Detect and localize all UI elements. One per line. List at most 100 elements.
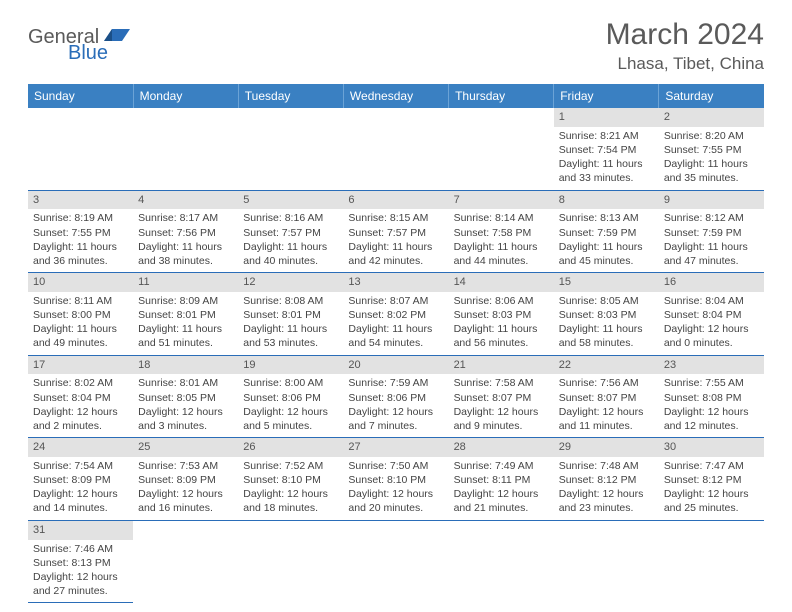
sunrise-line: Sunrise: 7:49 AM [454,459,549,473]
flag-icon [104,27,130,46]
day-number: 16 [659,273,764,292]
daylight-line-2: and 0 minutes. [664,336,759,350]
day-header: Wednesday [343,84,448,108]
day-number: 30 [659,438,764,457]
sunset-line: Sunset: 8:09 PM [138,473,233,487]
daylight-line: Daylight: 12 hours [243,405,338,419]
day-number: 6 [343,191,448,210]
day-number: 2 [659,108,764,127]
day-number: 29 [554,438,659,457]
daylight-line-2: and 20 minutes. [348,501,443,515]
calendar-cell: 12Sunrise: 8:08 AMSunset: 8:01 PMDayligh… [238,273,343,356]
daylight-line: Daylight: 11 hours [454,322,549,336]
daylight-line-2: and 25 minutes. [664,501,759,515]
daylight-line-2: and 12 minutes. [664,419,759,433]
sunset-line: Sunset: 8:09 PM [33,473,128,487]
sunset-line: Sunset: 8:10 PM [348,473,443,487]
sunrise-line: Sunrise: 7:48 AM [559,459,654,473]
sunrise-line: Sunrise: 7:53 AM [138,459,233,473]
calendar-cell: 25Sunrise: 7:53 AMSunset: 8:09 PMDayligh… [133,438,238,521]
sunset-line: Sunset: 8:01 PM [243,308,338,322]
calendar-table: Sunday Monday Tuesday Wednesday Thursday… [28,84,764,603]
day-header: Saturday [659,84,764,108]
day-number: 4 [133,191,238,210]
calendar-cell: 17Sunrise: 8:02 AMSunset: 8:04 PMDayligh… [28,355,133,438]
sunset-line: Sunset: 8:01 PM [138,308,233,322]
daylight-line-2: and 18 minutes. [243,501,338,515]
sunset-line: Sunset: 7:59 PM [559,226,654,240]
calendar-cell: 4Sunrise: 8:17 AMSunset: 7:56 PMDaylight… [133,190,238,273]
sunset-line: Sunset: 7:56 PM [138,226,233,240]
sunset-line: Sunset: 8:03 PM [559,308,654,322]
day-number: 20 [343,356,448,375]
daylight-line-2: and 35 minutes. [664,171,759,185]
calendar-week-row: 3Sunrise: 8:19 AMSunset: 7:55 PMDaylight… [28,190,764,273]
calendar-cell: 19Sunrise: 8:00 AMSunset: 8:06 PMDayligh… [238,355,343,438]
sunrise-line: Sunrise: 8:13 AM [559,211,654,225]
daylight-line: Daylight: 12 hours [33,487,128,501]
sunset-line: Sunset: 8:04 PM [33,391,128,405]
daylight-line: Daylight: 11 hours [559,240,654,254]
sunrise-line: Sunrise: 8:16 AM [243,211,338,225]
daylight-line: Daylight: 11 hours [138,322,233,336]
calendar-cell: 3Sunrise: 8:19 AMSunset: 7:55 PMDaylight… [28,190,133,273]
daylight-line: Daylight: 11 hours [33,240,128,254]
day-header: Tuesday [238,84,343,108]
calendar-cell [343,520,448,603]
calendar-cell [659,520,764,603]
sunset-line: Sunset: 8:06 PM [243,391,338,405]
calendar-cell: 22Sunrise: 7:56 AMSunset: 8:07 PMDayligh… [554,355,659,438]
calendar-cell [28,108,133,190]
month-title: March 2024 [606,18,764,52]
daylight-line: Daylight: 12 hours [138,405,233,419]
calendar-week-row: 31Sunrise: 7:46 AMSunset: 8:13 PMDayligh… [28,520,764,603]
daylight-line: Daylight: 11 hours [559,157,654,171]
calendar-cell: 10Sunrise: 8:11 AMSunset: 8:00 PMDayligh… [28,273,133,356]
daylight-line-2: and 3 minutes. [138,419,233,433]
sunset-line: Sunset: 8:08 PM [664,391,759,405]
daylight-line-2: and 36 minutes. [33,254,128,268]
calendar-cell: 27Sunrise: 7:50 AMSunset: 8:10 PMDayligh… [343,438,448,521]
sunrise-line: Sunrise: 8:11 AM [33,294,128,308]
daylight-line: Daylight: 12 hours [348,405,443,419]
sunrise-line: Sunrise: 8:20 AM [664,129,759,143]
daylight-line: Daylight: 12 hours [664,405,759,419]
sunrise-line: Sunrise: 7:55 AM [664,376,759,390]
calendar-cell: 23Sunrise: 7:55 AMSunset: 8:08 PMDayligh… [659,355,764,438]
daylight-line-2: and 38 minutes. [138,254,233,268]
day-number: 25 [133,438,238,457]
calendar-week-row: 24Sunrise: 7:54 AMSunset: 8:09 PMDayligh… [28,438,764,521]
sunset-line: Sunset: 8:07 PM [454,391,549,405]
daylight-line: Daylight: 12 hours [664,322,759,336]
daylight-line: Daylight: 12 hours [33,570,128,584]
calendar-cell [133,520,238,603]
calendar-cell: 14Sunrise: 8:06 AMSunset: 8:03 PMDayligh… [449,273,554,356]
logo-text-blue: Blue [68,42,108,64]
sunrise-line: Sunrise: 7:59 AM [348,376,443,390]
calendar-cell: 20Sunrise: 7:59 AMSunset: 8:06 PMDayligh… [343,355,448,438]
sunrise-line: Sunrise: 8:19 AM [33,211,128,225]
sunrise-line: Sunrise: 8:04 AM [664,294,759,308]
calendar-cell: 28Sunrise: 7:49 AMSunset: 8:11 PMDayligh… [449,438,554,521]
calendar-cell: 18Sunrise: 8:01 AMSunset: 8:05 PMDayligh… [133,355,238,438]
daylight-line: Daylight: 12 hours [559,487,654,501]
day-number: 18 [133,356,238,375]
daylight-line-2: and 9 minutes. [454,419,549,433]
sunset-line: Sunset: 8:03 PM [454,308,549,322]
sunrise-line: Sunrise: 7:50 AM [348,459,443,473]
daylight-line: Daylight: 11 hours [454,240,549,254]
calendar-week-row: 1Sunrise: 8:21 AMSunset: 7:54 PMDaylight… [28,108,764,190]
header: General March 2024 Lhasa, Tibet, China [28,18,764,74]
daylight-line: Daylight: 12 hours [559,405,654,419]
calendar-cell [554,520,659,603]
sunrise-line: Sunrise: 8:06 AM [454,294,549,308]
sunset-line: Sunset: 7:58 PM [454,226,549,240]
sunset-line: Sunset: 7:57 PM [243,226,338,240]
daylight-line-2: and 33 minutes. [559,171,654,185]
calendar-cell: 5Sunrise: 8:16 AMSunset: 7:57 PMDaylight… [238,190,343,273]
day-number: 3 [28,191,133,210]
day-number: 15 [554,273,659,292]
calendar-cell [449,520,554,603]
daylight-line-2: and 54 minutes. [348,336,443,350]
day-header: Sunday [28,84,133,108]
